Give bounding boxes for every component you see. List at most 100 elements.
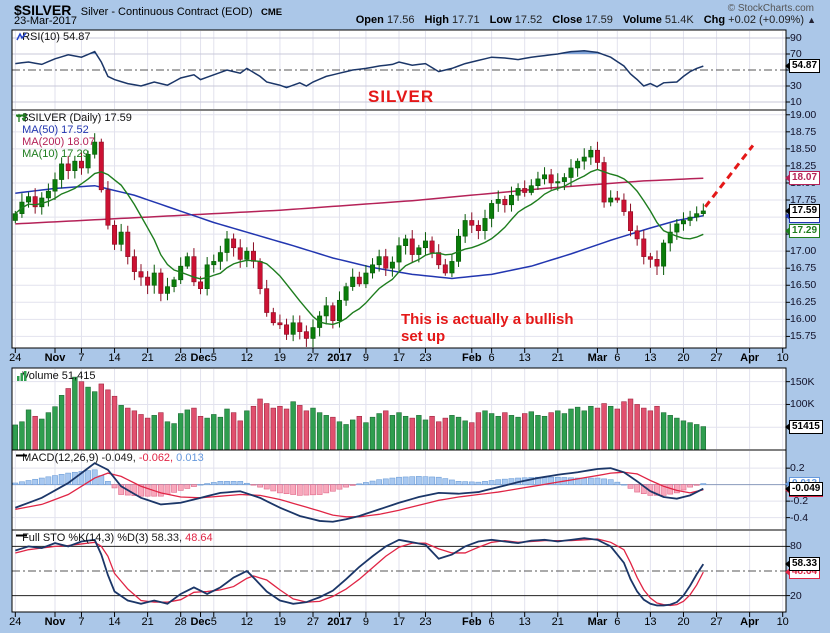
date-tick-label: 21 — [551, 616, 564, 628]
axis-label-price: 16.75 — [790, 262, 817, 275]
axis-label-price: 18.50 — [790, 142, 817, 155]
ma50-legend-text: MA(50) 17.52 — [22, 124, 89, 136]
date-tick-label: 27 — [710, 616, 723, 628]
axis-label-rsi: 90 — [790, 32, 802, 44]
date-tick-label: Dec — [190, 352, 211, 364]
date-tick-label: 28 — [174, 616, 187, 628]
date-tick-label: 17 — [392, 352, 406, 364]
date-tick-label: 27 — [710, 352, 723, 364]
exchange: CME — [261, 7, 283, 18]
date-tick-label: Apr — [740, 616, 760, 628]
sto-legend-label: Full STO %K(14,3) %D(3) — [22, 532, 149, 544]
volume-legend: Volume 51,415 — [16, 370, 95, 382]
date-tick-label: 24 — [9, 352, 22, 364]
date-tick-label: 27 — [306, 616, 320, 628]
axis-value-box-price: 17.29 — [784, 224, 821, 239]
ma200-legend-text: MA(200) 18.07 — [22, 136, 95, 148]
date-tick-label: Nov — [44, 352, 66, 364]
macd-value-1: -0.049, — [101, 452, 136, 464]
chg-label: Chg — [703, 14, 726, 26]
axis-label-price: 15.75 — [790, 330, 817, 343]
axis-label-macd: -0.4 — [790, 511, 809, 524]
date-tick-label: 6 — [488, 616, 495, 628]
price-legend: $SILVER (Daily) 17.59 MA(50) 17.52 MA(20… — [16, 112, 132, 160]
close-label: Close — [552, 14, 583, 26]
volume-legend-text: Volume 51,415 — [22, 370, 96, 382]
high-label: High — [424, 14, 449, 26]
date-tick-label: 21 — [141, 352, 154, 364]
price-legend-text: $SILVER (Daily) 17.59 — [22, 112, 132, 124]
quote-row: Open 17.56 High 17.71 Low 17.52 Close 17… — [349, 14, 816, 26]
macd-value-2: -0.062, — [138, 452, 174, 464]
macd-legend: MACD(12,26,9) -0.049, -0.062, 0.013 — [16, 452, 204, 464]
open-label: Open — [355, 14, 384, 26]
sto-legend: Full STO %K(14,3) %D(3) 58.33, 48.64 — [16, 532, 213, 544]
date-tick-label: Dec — [190, 616, 211, 628]
date-tick-label: Mar — [587, 352, 608, 364]
date-tick-label: 12 — [240, 616, 253, 628]
date-tick-label: 19 — [273, 352, 287, 364]
axis-value-box-rsi: 54.87 — [784, 59, 821, 74]
header-title-row: $SILVER Silver - Continuous Contract (EO… — [14, 2, 282, 20]
date-tick-label: 6 — [614, 616, 621, 628]
sto-value-2: 48.64 — [185, 532, 213, 544]
stockcharts-credit: © StockCharts.com — [727, 3, 814, 14]
date-tick-label: 9 — [362, 352, 369, 364]
macd-legend-label: MACD(12,26,9) — [22, 452, 99, 464]
date-tick-label: 7 — [78, 352, 85, 364]
date-tick-label: 14 — [108, 352, 121, 364]
date-tick-label: 24 — [9, 616, 22, 628]
ma10-legend-text: MA(10) 17.29 — [22, 148, 89, 160]
axis-label-price: 19.00 — [790, 108, 817, 121]
axis-label-price: 17.75 — [790, 194, 817, 207]
date-tick-label: 13 — [644, 352, 657, 364]
date-tick-label: 6 — [488, 352, 495, 364]
macd-value-3: 0.013 — [176, 452, 204, 464]
date-tick-label: 19 — [273, 616, 287, 628]
volume-label: Volume — [622, 14, 662, 26]
axis-value-box-price: 17.59 — [784, 203, 821, 218]
date-tick-label: 7 — [78, 616, 85, 628]
axis-label-vol: 100K — [790, 398, 815, 411]
date-tick-label: 21 — [141, 616, 154, 628]
date-tick-label: 23 — [419, 352, 432, 364]
axis-label-macd: -0.2 — [790, 495, 809, 508]
axis-label-price: 16.00 — [790, 313, 817, 326]
low-label: Low — [489, 14, 512, 26]
date-tick-label: 6 — [614, 352, 621, 364]
date-tick-label: 9 — [362, 616, 369, 628]
date-tick-label: 2017 — [327, 616, 352, 628]
axis-label-sto: 80 — [790, 540, 802, 553]
open-value: 17.56 — [386, 14, 415, 26]
date-tick-label: 13 — [644, 616, 657, 628]
date-tick-label: 2017 — [327, 352, 352, 364]
axis-label-macd: 0.2 — [790, 462, 805, 475]
rsi-legend: RSI(10) 54.87 — [16, 31, 91, 43]
date-tick-label: 27 — [306, 352, 320, 364]
date-tick-label: 20 — [677, 352, 690, 364]
date-tick-label: 5 — [210, 616, 217, 628]
date-tick-label: 13 — [518, 616, 531, 628]
date-tick-label: 13 — [518, 352, 531, 364]
symbol: $SILVER — [14, 2, 72, 18]
axis-label-sto: 20 — [790, 589, 802, 602]
date-tick-label: 5 — [210, 352, 217, 364]
date-tick-label: Nov — [44, 616, 66, 628]
date-tick-label: 14 — [108, 616, 121, 628]
date-tick-label: Feb — [461, 616, 482, 628]
chg-up-arrow-icon: ▲ — [807, 15, 816, 25]
date-tick-label: 23 — [419, 616, 432, 628]
sto-value-1: 58.33, — [151, 532, 183, 544]
date-tick-label: 10 — [776, 616, 789, 628]
date-tick-label: 21 — [551, 352, 564, 364]
close-value: 17.59 — [585, 14, 613, 26]
date-tick-label: Apr — [740, 352, 760, 364]
axis-label-price: 16.25 — [790, 296, 817, 309]
axis-label-price: 18.75 — [790, 125, 817, 138]
low-value: 17.52 — [514, 14, 543, 26]
date-tick-label: 10 — [776, 352, 789, 364]
symbol-description: Silver - Continuous Contract (EOD) — [80, 6, 253, 18]
axis-label-price: 16.50 — [790, 279, 817, 292]
